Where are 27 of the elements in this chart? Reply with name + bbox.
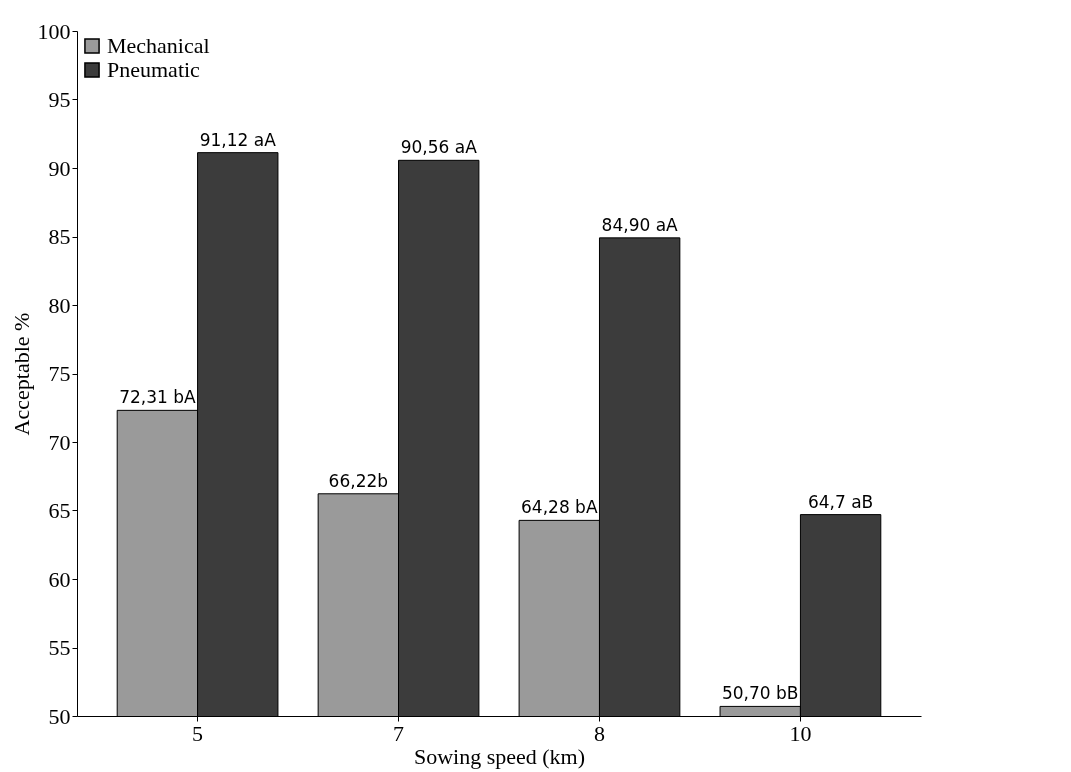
data-label: 64,7 aB [807,491,874,512]
data-label: 90,56 aA [400,137,478,158]
y-tick-label: 70 [48,429,71,455]
y-tick-label: 75 [48,361,71,386]
data-label: 50,70 bB [721,683,799,704]
data-label: 72,31 bA [119,387,196,408]
x-tick-label: 5 [192,720,204,746]
data-label: 84,90 aA [601,214,679,235]
data-label: 91,12 aA [199,129,277,150]
legend-label: Mechanical [107,33,210,58]
y-tick-label: 50 [48,703,71,729]
y-tick-label: 80 [48,292,71,318]
x-tick-label: 10 [789,720,812,746]
y-tick-label: 55 [48,635,71,660]
y-tick-label: 65 [48,498,71,523]
y-tick-label: 95 [48,87,71,112]
y-tick-label: 60 [48,566,71,592]
legend-label: Pneumatic [107,57,201,82]
x-tick-label: 8 [593,720,605,746]
y-tick-label: 85 [48,224,71,249]
x-axis-title: Sowing speed (km) [413,743,586,769]
y-axis-title: Acceptable % [8,312,34,436]
x-tick-label: 7 [393,720,405,746]
data-label: 66,22b [328,470,389,491]
data-label: 64,28 bA [521,497,598,518]
y-tick-label: 100 [37,18,71,44]
y-tick-label: 90 [48,155,71,181]
